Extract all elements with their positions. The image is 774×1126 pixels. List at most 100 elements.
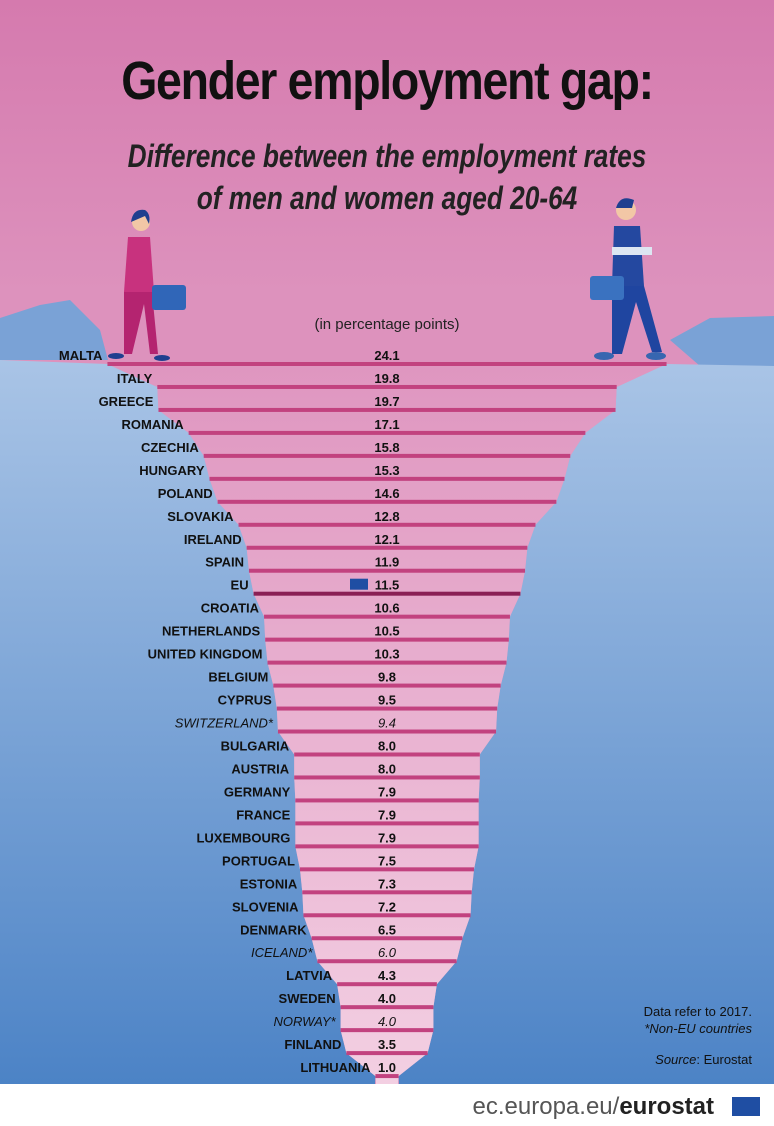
bar-croatia (264, 614, 510, 619)
bar-united-kingdom (267, 660, 507, 665)
left-cliff (0, 360, 376, 1084)
category-label: UNITED KINGDOM (148, 647, 263, 662)
bar-lithuania (375, 1074, 399, 1079)
value-label: 12.1 (374, 532, 399, 547)
footer-domain: ec.europa.eu/ (472, 1093, 620, 1120)
category-label: EU (231, 578, 249, 593)
funnel-fill (107, 364, 667, 1084)
bar-spain (248, 568, 526, 573)
value-label: 4.3 (378, 968, 396, 983)
bar-ireland (246, 545, 528, 550)
value-label: 7.3 (378, 876, 396, 891)
chart-subtitle-line2: of men and women aged 20-64 (196, 180, 578, 216)
bar-italy (157, 384, 617, 389)
chart-subtitle-line1: Difference between the employment rates (127, 138, 647, 174)
bar-greece (158, 407, 616, 412)
bar-eu (253, 591, 521, 596)
right-cliff (398, 364, 774, 1084)
value-label: 7.9 (378, 784, 396, 799)
category-label: LATVIA (286, 968, 333, 983)
right-cliff-top (670, 316, 774, 366)
value-label: 14.6 (374, 486, 399, 501)
category-label: SWITZERLAND* (175, 716, 274, 731)
source-note: Source: Eurostat (644, 1051, 752, 1068)
value-label: 10.3 (374, 647, 399, 662)
bar-france (295, 821, 479, 826)
category-label: ESTONIA (240, 876, 298, 891)
category-label: ITALY (117, 371, 153, 386)
category-label: MALTA (59, 348, 103, 363)
value-label: 11.9 (375, 555, 400, 570)
eu-flag-icon (350, 578, 368, 590)
bar-denmark (311, 936, 463, 941)
value-label: 1.0 (378, 1060, 396, 1075)
bar-malta (107, 362, 667, 366)
category-label: PORTUGAL (222, 853, 295, 868)
chart-title: Gender employment gap: (121, 51, 654, 111)
bar-slovakia (238, 522, 536, 527)
eu-flag-icon (732, 1097, 760, 1116)
bar-luxembourg (295, 844, 479, 849)
value-label: 9.8 (378, 670, 396, 685)
bar-portugal (300, 867, 474, 872)
category-label: NORWAY* (273, 1014, 336, 1029)
value-label: 24.1 (374, 348, 399, 363)
category-label: NETHERLANDS (162, 624, 261, 639)
footer-url[interactable]: ec.europa.eu/eurostat (473, 1093, 714, 1121)
value-label: 15.8 (374, 440, 399, 455)
category-label: FRANCE (236, 807, 290, 822)
category-label: CYPRUS (218, 693, 273, 708)
bar-czechia (203, 453, 571, 458)
footer-band (0, 1084, 774, 1126)
bar-poland (217, 499, 557, 504)
category-label: LITHUANIA (300, 1060, 371, 1075)
bar-germany (295, 798, 479, 803)
category-label: FINLAND (284, 1037, 341, 1052)
category-label: CZECHIA (141, 440, 199, 455)
value-label: 19.7 (374, 394, 399, 409)
category-label: LUXEMBOURG (196, 830, 290, 845)
footer-brand: eurostat (619, 1093, 714, 1120)
bar-iceland- (317, 959, 457, 964)
source-value: : Eurostat (696, 1052, 752, 1067)
category-label: GREECE (99, 394, 154, 409)
value-label: 3.5 (378, 1037, 396, 1052)
value-label: 8.0 (378, 761, 396, 776)
bar-romania (188, 430, 586, 435)
bar-belgium (273, 683, 501, 688)
category-label: AUSTRIA (231, 761, 289, 776)
source-label: Source (655, 1052, 697, 1067)
bar-switzerland- (277, 729, 497, 734)
category-label: SWEDEN (279, 991, 336, 1006)
category-label: POLAND (158, 486, 213, 501)
value-label: 7.5 (378, 853, 396, 868)
value-label: 7.2 (378, 899, 396, 914)
woman-figure-icon (108, 209, 186, 361)
value-label: 7.9 (378, 830, 396, 845)
category-label: BULGARIA (221, 738, 290, 753)
bar-hungary (209, 476, 565, 481)
value-label: 9.5 (378, 693, 396, 708)
category-label: ROMANIA (122, 417, 185, 432)
bar-cyprus (276, 706, 498, 711)
category-label: HUNGARY (139, 463, 205, 478)
bar-finland (346, 1051, 428, 1056)
category-label: CROATIA (201, 601, 260, 616)
category-label: GERMANY (224, 784, 291, 799)
bar-sweden (340, 1005, 434, 1010)
category-label: SLOVENIA (232, 899, 299, 914)
value-label: 6.5 (378, 922, 396, 937)
category-label: SLOVAKIA (167, 509, 234, 524)
data-year-note: Data refer to 2017. (643, 1004, 752, 1019)
non-eu-note: *Non-EU countries (644, 1021, 752, 1036)
value-label: 4.0 (378, 991, 396, 1006)
value-label: 6.0 (378, 945, 397, 960)
value-label: 17.1 (374, 417, 399, 432)
value-label: 10.6 (374, 601, 399, 616)
bar-estonia (302, 890, 472, 895)
bar-austria (294, 775, 480, 780)
value-label: 15.3 (374, 463, 399, 478)
value-label: 19.8 (374, 371, 399, 386)
man-figure-icon (590, 198, 666, 360)
